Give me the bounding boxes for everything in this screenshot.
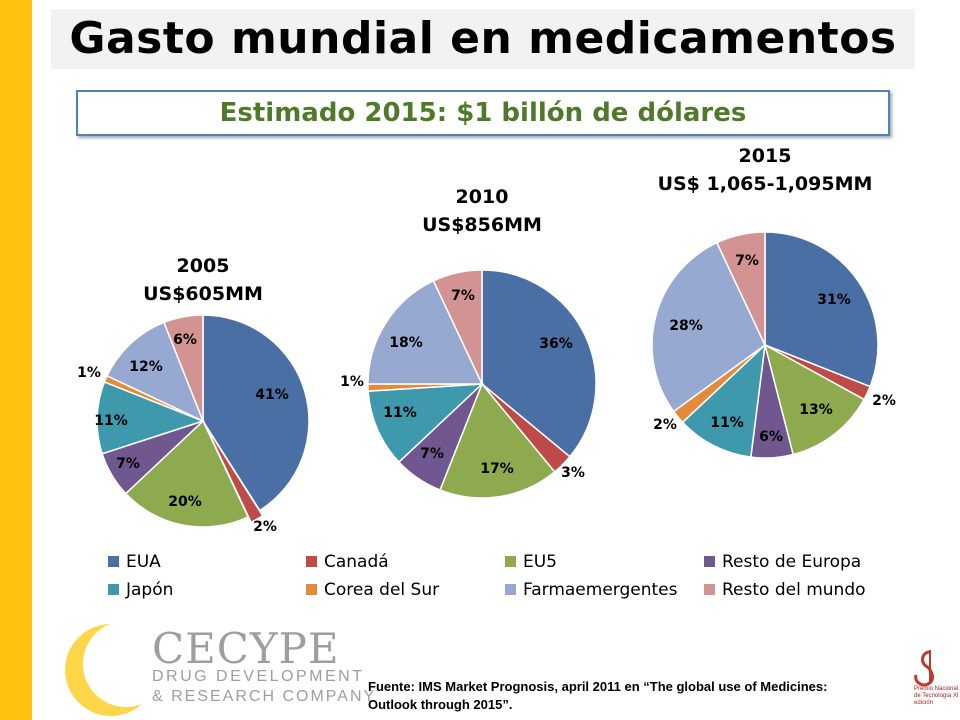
pie-value-label: 11% xyxy=(383,405,417,421)
pie-slice-farmaemergentes xyxy=(106,321,205,423)
pie-slice-eu5 xyxy=(763,343,866,456)
legend-label: Corea del Sur xyxy=(324,580,439,600)
pie-slice-japón xyxy=(367,383,485,464)
pie-slice-japón xyxy=(96,381,206,455)
legend-swatch xyxy=(306,556,317,567)
pie-title: 2015 xyxy=(739,145,792,167)
award-logo-icon xyxy=(914,650,934,687)
pie-slice-japón xyxy=(681,343,767,458)
pie-value-label: 12% xyxy=(129,359,163,375)
pie-subtitle: US$856MM xyxy=(422,214,542,236)
pie-value-label: 1% xyxy=(77,365,101,381)
cecype-logo-icon xyxy=(65,624,142,716)
pie-title: 2005 xyxy=(177,255,230,277)
logo-subtitle-1: DRUG DEVELOPMENT xyxy=(152,668,365,685)
pie-value-label: 7% xyxy=(420,446,444,462)
pie-slice-resto-del-mundo xyxy=(715,231,766,346)
pie-value-label: 1% xyxy=(340,374,364,390)
pie-slice-eu5 xyxy=(439,382,556,499)
pie-subtitle: US$ 1,065-1,095MM xyxy=(658,173,873,195)
pie-slice-farmaemergentes xyxy=(651,241,766,413)
award-text: Premio Nacional de Tecnología XI edición xyxy=(914,686,959,706)
pie-subtitle: US$605MM xyxy=(143,283,263,305)
pie-slice-resto-del-mundo xyxy=(432,269,483,385)
pie-slice-eua xyxy=(764,231,879,388)
logo-name: CECYPE xyxy=(152,624,340,673)
pie-value-label: 3% xyxy=(561,465,585,481)
legend-label: Resto de Europa xyxy=(722,552,861,572)
pie-value-label: 7% xyxy=(451,288,475,304)
pie-value-label: 2% xyxy=(253,519,277,535)
pie-title: 2010 xyxy=(456,186,509,208)
pie-value-label: 6% xyxy=(173,332,197,348)
legend-swatch xyxy=(505,584,516,595)
legend-label: Farmaemergentes xyxy=(523,580,678,600)
legend-label: EU5 xyxy=(523,552,557,572)
pie-slice-eua xyxy=(202,314,310,512)
pie-value-label: 13% xyxy=(799,402,833,418)
pie-value-label: 31% xyxy=(817,292,851,308)
legend-swatch xyxy=(505,556,516,567)
subtitle-box xyxy=(76,90,890,136)
pie-value-label: 11% xyxy=(94,413,128,429)
pie-value-label: 36% xyxy=(539,336,573,352)
pie-value-label: 28% xyxy=(669,318,703,334)
legend-swatch xyxy=(704,584,715,595)
legend-swatch xyxy=(704,556,715,567)
pie-value-label: 11% xyxy=(710,415,744,431)
pie-value-label: 2% xyxy=(872,393,896,409)
award-caption: Premio Nacional de Tecnología XI edición xyxy=(914,686,960,707)
pie-value-label: 17% xyxy=(480,461,514,477)
pie-value-label: 18% xyxy=(389,335,423,351)
legend-swatch xyxy=(108,556,119,567)
pie-chart-2015: 2015 US$ 1,065-1,095MM 31% 2% 13% 6% 11% 2% 28% 7… xyxy=(651,145,896,459)
legend-swatch xyxy=(306,584,317,595)
legend-label: Canadá xyxy=(324,552,389,572)
pie-value-label: 7% xyxy=(735,253,759,269)
legend: EUA Canadá EU5 Resto de Europa Japón Corea de… xyxy=(108,552,866,600)
pie-slice-farmaemergentes xyxy=(367,279,484,385)
pie-value-label: 20% xyxy=(168,494,202,510)
title-background xyxy=(51,9,915,69)
pie-slice-canadá xyxy=(205,425,264,524)
pie-slice-eu5 xyxy=(124,419,250,528)
pie-chart-2010: 2010 US$856MM 36% 3% 17% 7% 11% 1% 18% 7% xyxy=(340,186,597,499)
slide-title: Gasto mundial en medicamentos xyxy=(69,13,897,64)
legend-swatch xyxy=(108,584,119,595)
source-note: Fuente: IMS Market Prognosis, april 2011… xyxy=(368,679,828,712)
pie-value-label: 41% xyxy=(255,387,289,403)
pie-value-label: 7% xyxy=(116,456,140,472)
slide-subtitle: Estimado 2015: $1 billón de dólares xyxy=(219,98,747,128)
pie-slice-eua xyxy=(481,269,597,458)
pie-slice-resto-del-mundo xyxy=(163,314,204,422)
legend-label: Resto del mundo xyxy=(722,580,866,600)
pie-value-label: 6% xyxy=(759,429,783,445)
pie-value-label: 2% xyxy=(653,417,677,433)
legend-label: EUA xyxy=(126,552,161,572)
pie-chart-2005: 2005 US$605MM 41% 2% 20% 7% 11% 1% 12% 6% xyxy=(77,255,310,535)
legend-label: Japón xyxy=(125,580,173,600)
left-accent-bar xyxy=(0,0,32,720)
logo-subtitle-2: & RESEARCH COMPANY xyxy=(152,688,377,705)
